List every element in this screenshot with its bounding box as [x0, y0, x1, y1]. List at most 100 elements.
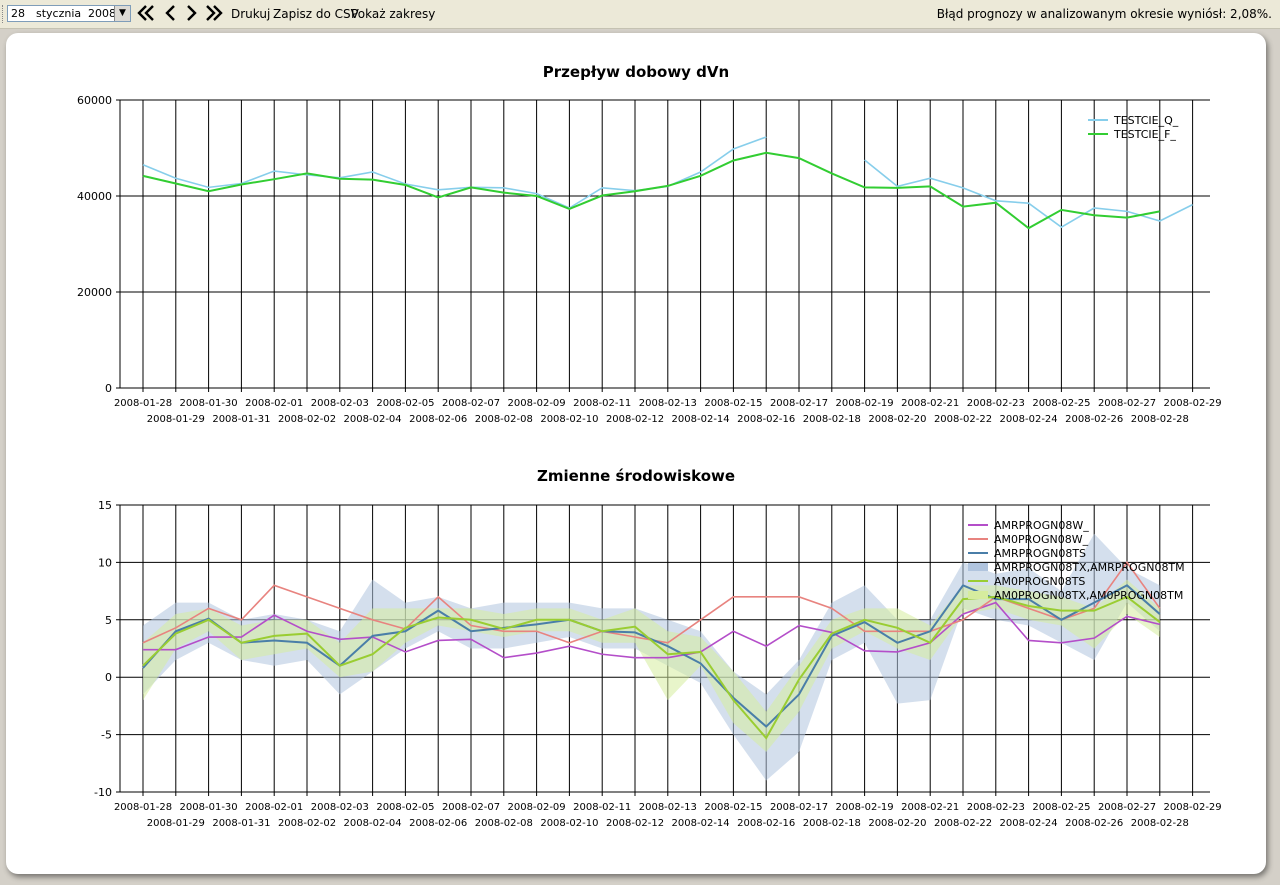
series-line	[142, 151, 1160, 230]
x-tick-label: 2008-02-08	[475, 818, 533, 829]
y-tick-label: 10	[98, 556, 112, 569]
y-tick-label: 40000	[77, 190, 112, 203]
x-tick-label: 2008-02-26	[1065, 818, 1123, 829]
x-tick-label: 2008-02-07	[442, 398, 500, 409]
charts-canvas: Przepływ dobowy dVn 0 20000 40000 60000 2008-…	[77, 63, 1222, 829]
x-tick-label: 2008-02-23	[967, 802, 1025, 813]
x-tick-label: 2008-02-13	[639, 398, 697, 409]
x-tick-label: 2008-02-05	[376, 398, 434, 409]
chart-legend: TESTCIE_Q_TESTCIE_F_	[1088, 114, 1179, 141]
date-day: 28	[11, 7, 25, 20]
x-tick-label: 2008-02-25	[1032, 398, 1090, 409]
chart-title: Przepływ dobowy dVn	[543, 63, 729, 81]
series-line	[142, 595, 1161, 740]
x-tick-label: 2008-02-02	[278, 414, 336, 425]
x-tick-label: 2008-01-31	[212, 818, 270, 829]
x-tick-label: 2008-02-11	[573, 802, 631, 813]
x-tick-label: 2008-02-26	[1065, 414, 1123, 425]
legend-label: AM0PROGN08TX,AM0PROGN08TM	[994, 589, 1183, 602]
legend-label: AMRPROGN08TX,AMRPROGN08TM	[994, 561, 1185, 574]
chevron-down-icon[interactable]: ▼	[114, 6, 130, 21]
x-tick-label: 2008-02-02	[278, 818, 336, 829]
legend-label: AM0PROGN08W_	[994, 533, 1089, 546]
x-tick-label: 2008-02-15	[704, 802, 762, 813]
x-tick-label: 2008-02-09	[508, 398, 566, 409]
x-tick-label: 2008-02-12	[606, 818, 664, 829]
toolbar-grip[interactable]	[2, 5, 6, 23]
x-tick-label: 2008-02-23	[967, 398, 1025, 409]
x-tick-label: 2008-02-21	[901, 398, 959, 409]
x-tick-label: 2008-02-04	[344, 414, 402, 425]
legend-swatch	[968, 591, 988, 599]
x-tick-label: 2008-01-28	[114, 802, 172, 813]
x-tick-label: 2008-02-04	[344, 818, 402, 829]
date-year: 2008	[88, 7, 116, 20]
x-tick-label: 2008-02-28	[1131, 414, 1189, 425]
legend-label: TESTCIE_Q_	[1113, 114, 1179, 127]
x-tick-label: 2008-02-01	[245, 398, 303, 409]
save-csv-button[interactable]: Zapisz do CSV	[273, 7, 359, 21]
x-tick-label: 2008-01-29	[147, 414, 205, 425]
y-tick-label: 15	[98, 499, 112, 512]
y-tick-label: -5	[101, 729, 112, 742]
x-tick-label: 2008-02-06	[409, 818, 467, 829]
x-tick-label: 2008-02-19	[836, 398, 894, 409]
y-tick-label: 20000	[77, 286, 112, 299]
y-tick-label: 0	[105, 382, 112, 395]
prev-icon[interactable]	[160, 3, 180, 23]
show-ranges-button[interactable]: Pokaż zakresy	[351, 7, 436, 21]
date-picker[interactable]: 28 stycznia 2008 ▼	[7, 5, 131, 22]
x-tick-label: 2008-02-17	[770, 398, 828, 409]
x-tick-label: 2008-02-07	[442, 802, 500, 813]
x-tick-label: 2008-02-15	[704, 398, 762, 409]
x-tick-label: 2008-02-10	[540, 818, 598, 829]
x-tick-label: 2008-02-22	[934, 414, 992, 425]
band-area	[143, 579, 1160, 752]
charts-panel: Przepływ dobowy dVn 0 20000 40000 60000 2008-…	[6, 33, 1266, 874]
x-tick-label: 2008-02-22	[934, 818, 992, 829]
x-tick-label: 2008-02-16	[737, 414, 795, 425]
x-tick-label: 2008-02-06	[409, 414, 467, 425]
legend-label: TESTCIE_F_	[1113, 128, 1176, 141]
first-icon[interactable]	[136, 3, 156, 23]
chart-legend: AMRPROGN08W_AM0PROGN08W_AMRPROGN08TSAMRP…	[968, 519, 1185, 602]
chart-title: Zmienne środowiskowe	[537, 467, 735, 485]
x-tick-label: 2008-01-31	[212, 414, 270, 425]
x-tick-label: 2008-02-29	[1164, 398, 1222, 409]
x-tick-label: 2008-02-20	[868, 818, 926, 829]
x-tick-label: 2008-02-16	[737, 818, 795, 829]
x-tick-label: 2008-02-13	[639, 802, 697, 813]
y-tick-label: 0	[105, 671, 112, 684]
date-month: stycznia	[36, 7, 82, 20]
legend-swatch	[968, 563, 988, 571]
x-tick-label: 2008-02-21	[901, 802, 959, 813]
x-tick-label: 2008-01-28	[114, 398, 172, 409]
legend-label: AMRPROGN08TS	[994, 547, 1086, 560]
x-tick-label: 2008-02-01	[245, 802, 303, 813]
x-tick-label: 2008-02-12	[606, 414, 664, 425]
x-tick-label: 2008-02-17	[770, 802, 828, 813]
y-tick-label: 5	[105, 614, 112, 627]
x-tick-label: 2008-02-27	[1098, 802, 1156, 813]
x-tick-label: 2008-02-25	[1032, 802, 1090, 813]
chart-grid: 0 20000 40000 60000	[77, 94, 1210, 395]
x-tick-label: 2008-02-10	[540, 414, 598, 425]
x-tick-label: 2008-01-30	[180, 398, 238, 409]
chart-2: Zmienne środowiskowe -10 -5 0 5 10 15 2008-01-2…	[94, 467, 1222, 829]
toolbar: 28 stycznia 2008 ▼ Drukuj Zapisz do CSV …	[0, 0, 1280, 29]
print-button[interactable]: Drukuj	[231, 7, 271, 21]
x-tick-label: 2008-02-08	[475, 414, 533, 425]
x-tick-label: 2008-02-29	[1164, 802, 1222, 813]
x-tick-label: 2008-02-20	[868, 414, 926, 425]
x-tick-label: 2008-01-30	[180, 802, 238, 813]
series-line	[142, 136, 767, 209]
series-line	[143, 601, 1160, 659]
last-icon[interactable]	[204, 3, 224, 23]
x-tick-label: 2008-02-28	[1131, 818, 1189, 829]
x-tick-label: 2008-02-11	[573, 398, 631, 409]
next-icon[interactable]	[182, 3, 202, 23]
x-tick-label: 2008-02-24	[1000, 818, 1058, 829]
x-tick-label: 2008-01-29	[147, 818, 205, 829]
x-tick-label: 2008-02-14	[672, 414, 730, 425]
x-tick-label: 2008-02-19	[836, 802, 894, 813]
